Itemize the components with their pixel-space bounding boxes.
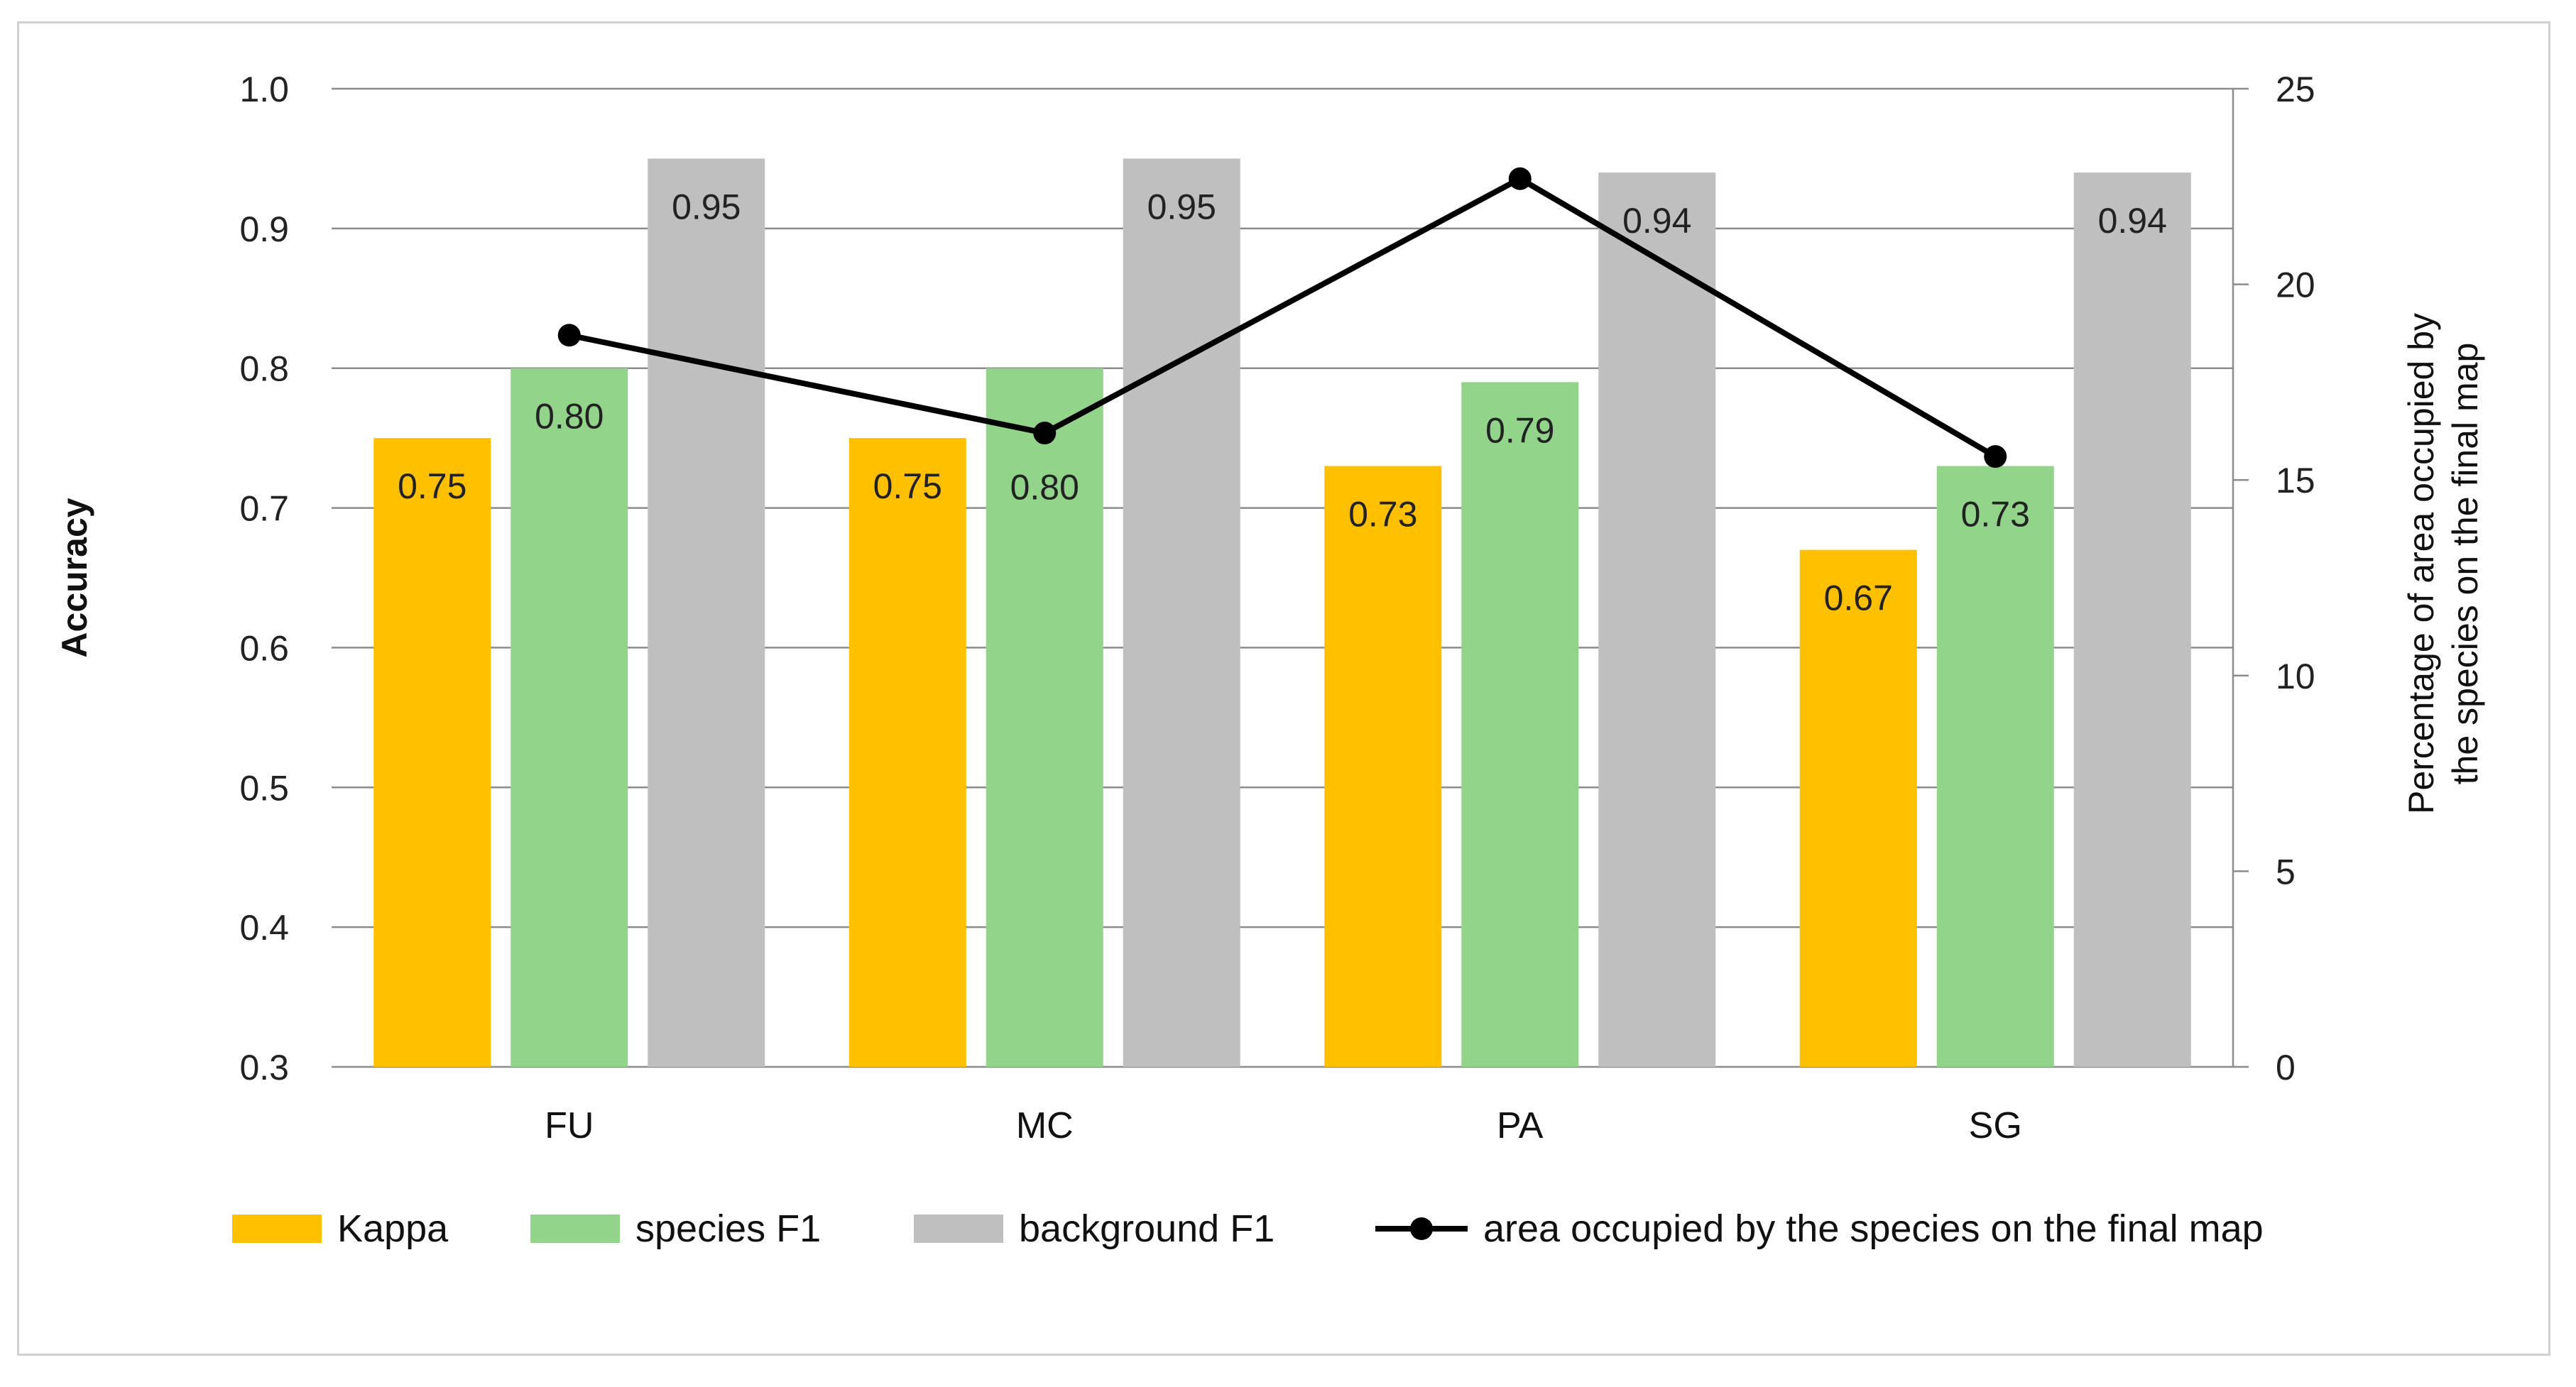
y-tick-label: 0.9 — [239, 209, 289, 249]
bar-species-f1-fu — [511, 368, 628, 1067]
legend: Kappa species F1 background F1 area occupie… — [232, 1207, 2264, 1250]
data-label: 0.73 — [1961, 495, 2030, 534]
x-category-label: FU — [545, 1105, 594, 1146]
data-label: 0.67 — [1824, 579, 1893, 618]
legend-marker — [1410, 1217, 1433, 1240]
area-line-point — [1984, 445, 2007, 468]
area-line — [568, 175, 1997, 459]
legend-swatch — [232, 1215, 322, 1243]
legend-entry: species F1 — [530, 1207, 821, 1250]
y-tick-label: 0.5 — [239, 768, 289, 808]
legend-label: area occupied by the species on the fina… — [1483, 1207, 2264, 1250]
data-label: 0.80 — [1010, 468, 1079, 508]
bar-kappa-pa — [1324, 466, 1442, 1067]
data-label: 0.94 — [2098, 201, 2167, 241]
bar-kappa-sg — [1799, 549, 1917, 1067]
area-line-point — [1033, 422, 1057, 445]
bar-species-f1-sg — [1936, 466, 2054, 1067]
y2-tick-label: 0 — [2276, 1048, 2296, 1087]
bar-species-f1-pa — [1461, 382, 1579, 1067]
data-label: 0.79 — [1485, 410, 1554, 450]
legend-swatch — [914, 1215, 1003, 1243]
area-line-point — [557, 324, 581, 347]
bar-background-f1-mc — [1123, 158, 1240, 1067]
y-tick-label: 0.4 — [239, 908, 289, 948]
area-line-series — [557, 167, 2007, 468]
bar-background-f1-fu — [648, 158, 765, 1067]
data-label: 0.75 — [398, 466, 466, 506]
x-category-label: MC — [1016, 1105, 1074, 1146]
bar-kappa-fu — [373, 438, 491, 1067]
y2-axis-title-line1: Percentage of area occupied by — [2401, 313, 2441, 814]
y-tick-label: 1.0 — [239, 70, 289, 109]
x-category-label: SG — [1969, 1105, 2022, 1146]
data-label: 0.73 — [1348, 495, 1417, 534]
legend-label: Kappa — [337, 1207, 449, 1250]
y-tick-label: 0.3 — [239, 1048, 289, 1087]
y-tick-label: 0.6 — [239, 628, 289, 668]
y2-tick-label: 10 — [2276, 657, 2315, 696]
legend-label: species F1 — [635, 1207, 821, 1250]
y2-tick-label: 15 — [2276, 461, 2315, 500]
data-label: 0.95 — [672, 187, 741, 226]
legend-entry: Kappa — [232, 1207, 449, 1250]
area-line-point — [1508, 167, 1532, 190]
y2-axis-title-line2: the species on the final map — [2445, 343, 2485, 785]
data-label: 0.94 — [1622, 201, 1691, 241]
chart-svg: 0.750.800.950.75 0.800.950.730.790.940.67… — [55, 70, 2485, 1250]
bar-kappa-mc — [848, 438, 966, 1067]
bar-background-f1-sg — [2073, 172, 2191, 1068]
bar-background-f1-pa — [1598, 172, 1716, 1068]
y-tick-label: 0.8 — [239, 349, 289, 389]
y-tick-label: 0.7 — [239, 489, 289, 529]
x-category-label: PA — [1497, 1105, 1544, 1146]
legend-entry: background F1 — [914, 1207, 1275, 1250]
legend-entry: area occupied by the species on the fina… — [1375, 1207, 2264, 1250]
data-label: 0.75 — [873, 466, 942, 506]
legend-label: background F1 — [1019, 1207, 1275, 1250]
bar-species-f1-mc — [986, 368, 1103, 1067]
chart-frame: 0.75 0.80 0.95 0.75 0.80 0.95 0.73 0.79 0.94 0.67… — [17, 21, 2550, 1356]
y2-tick-label: 5 — [2276, 852, 2296, 892]
data-label: 0.95 — [1147, 187, 1216, 226]
data-labels: 0.75 0.80 0.95 0.75 0.80 0.95 0.73 0.79 0.94 0.67… — [398, 187, 2167, 618]
data-label: 0.80 — [535, 397, 604, 437]
bars — [373, 158, 2191, 1068]
axes: 0.3 0.4 0.5 0.6 0.7 0.8 0.9 1.0 0 5 10 15 20 25 FU MC PA… — [55, 70, 2485, 1146]
y2-tick-label: 25 — [2276, 70, 2315, 109]
y-axis-title: Accuracy — [55, 498, 94, 657]
y2-tick-label: 20 — [2276, 265, 2315, 305]
legend-swatch — [530, 1215, 620, 1243]
